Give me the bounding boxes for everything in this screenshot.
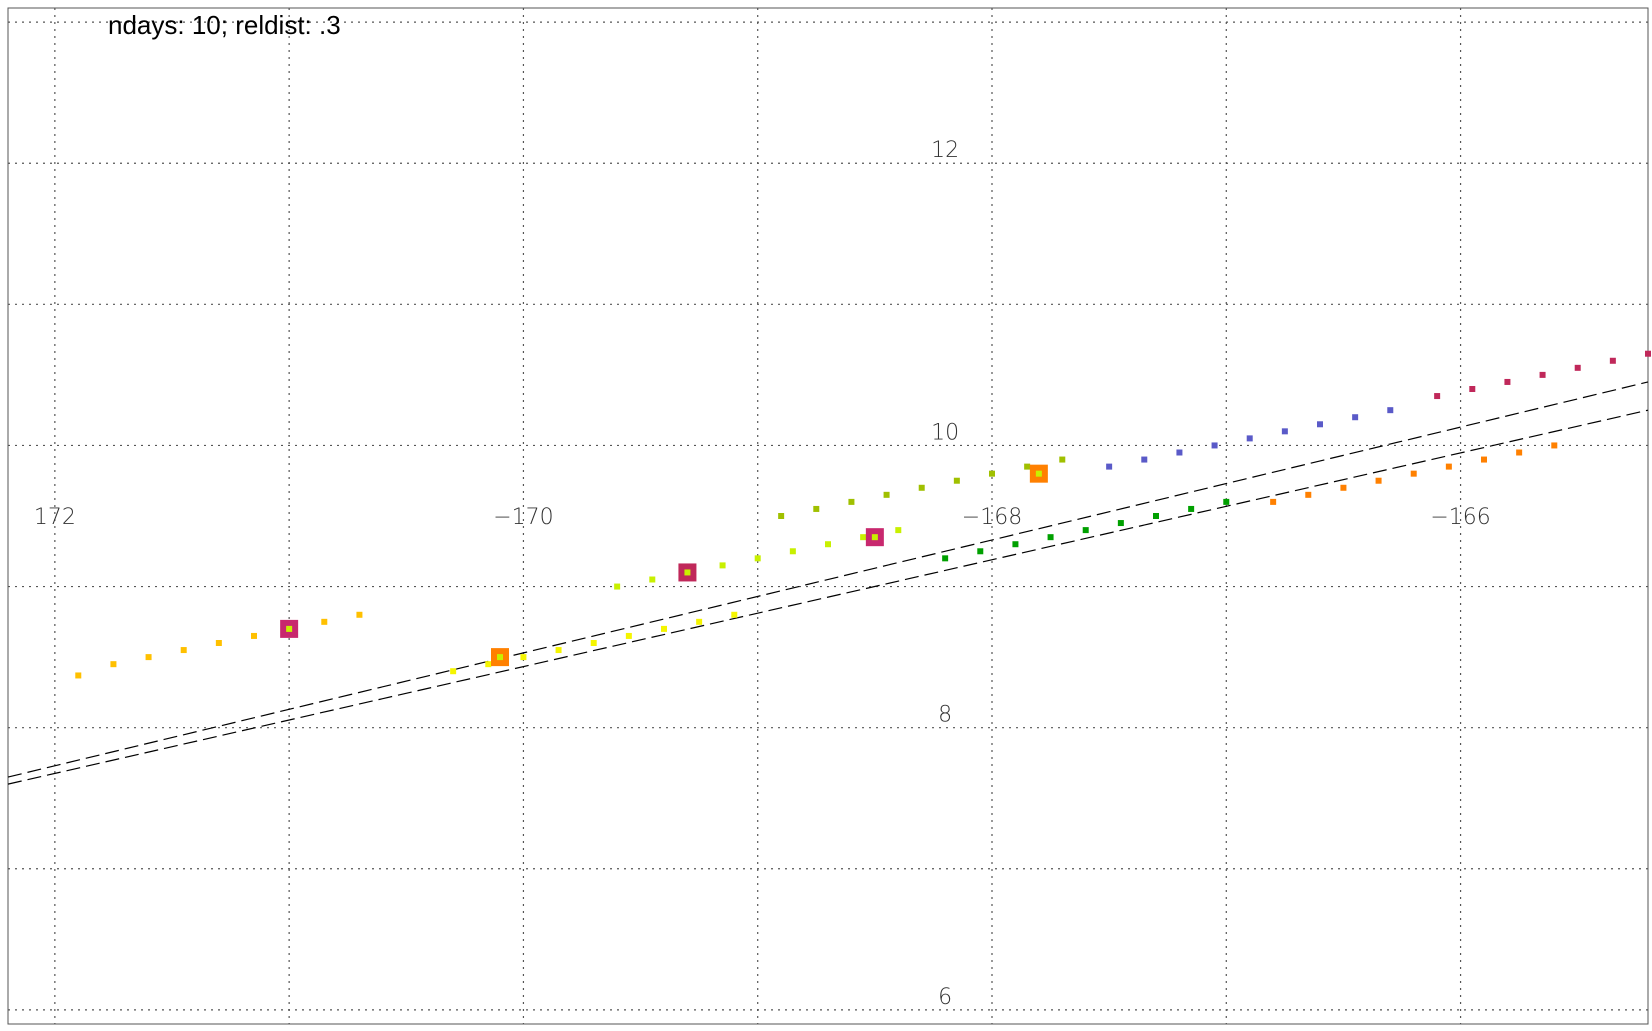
y-tick-label: 6 bbox=[938, 985, 952, 1010]
data-point bbox=[1481, 456, 1487, 463]
data-point bbox=[1012, 541, 1019, 548]
data-point bbox=[1574, 364, 1581, 371]
dashed-fit-lines bbox=[7, 381, 1649, 785]
data-point bbox=[1176, 449, 1183, 456]
data-point bbox=[977, 548, 984, 555]
data-point bbox=[696, 618, 703, 625]
y-tick-label: 10 bbox=[931, 420, 959, 445]
data-point bbox=[1539, 371, 1546, 378]
data-point bbox=[555, 647, 562, 654]
data-point bbox=[1188, 505, 1195, 512]
data-point bbox=[989, 470, 995, 477]
data-point bbox=[251, 632, 257, 639]
y-tick-label: 8 bbox=[938, 703, 952, 728]
x-tick-label: 172 bbox=[34, 505, 76, 530]
data-point bbox=[1281, 428, 1288, 435]
highlighted-point-core bbox=[684, 569, 691, 576]
data-point bbox=[1504, 378, 1511, 385]
data-point bbox=[1153, 513, 1159, 519]
data-point bbox=[1387, 407, 1394, 414]
data-point bbox=[1305, 491, 1312, 498]
data-point bbox=[1352, 414, 1359, 421]
data-point bbox=[1516, 449, 1523, 456]
data-points bbox=[75, 350, 1651, 679]
data-point bbox=[1106, 463, 1113, 470]
highlighted-point-core bbox=[1035, 470, 1042, 477]
tick-labels: 6 8 10 12 172 −170 −168 −166 bbox=[34, 138, 1491, 1010]
data-point bbox=[1375, 477, 1382, 484]
data-point bbox=[1434, 393, 1441, 400]
data-point bbox=[918, 484, 925, 491]
grid bbox=[8, 8, 1648, 1024]
data-point bbox=[649, 576, 656, 583]
data-point bbox=[754, 555, 761, 562]
data-point bbox=[1340, 484, 1347, 491]
data-point bbox=[356, 611, 363, 618]
chart-title: ndays: 10; reldist: .3 bbox=[108, 10, 341, 40]
dashed-fit-line bbox=[7, 381, 1649, 778]
data-point bbox=[1047, 534, 1054, 541]
data-point bbox=[942, 555, 949, 562]
dashed-fit-line bbox=[7, 409, 1649, 785]
data-point bbox=[661, 625, 667, 632]
data-point bbox=[1141, 456, 1148, 463]
data-point bbox=[1410, 470, 1417, 477]
y-tick-label: 12 bbox=[931, 138, 959, 163]
data-point bbox=[1270, 498, 1277, 505]
data-point bbox=[614, 583, 621, 590]
data-point bbox=[1317, 421, 1323, 428]
data-point bbox=[1246, 435, 1253, 442]
x-tick-label: −168 bbox=[962, 505, 1022, 530]
data-point bbox=[145, 654, 152, 661]
data-point bbox=[789, 548, 796, 555]
data-point bbox=[1059, 456, 1066, 463]
data-point bbox=[719, 562, 726, 569]
data-point bbox=[1223, 498, 1230, 505]
data-point bbox=[1645, 350, 1651, 357]
data-point bbox=[590, 640, 597, 646]
data-point bbox=[215, 640, 222, 646]
highlighted-point-core bbox=[497, 654, 503, 661]
data-point bbox=[1469, 386, 1476, 392]
data-point bbox=[825, 541, 831, 548]
data-point bbox=[848, 498, 855, 505]
data-point bbox=[180, 647, 187, 654]
data-point bbox=[813, 505, 820, 512]
data-point bbox=[1024, 463, 1031, 470]
data-point bbox=[1445, 463, 1452, 470]
data-point bbox=[75, 672, 82, 679]
data-point bbox=[1082, 527, 1089, 534]
data-point bbox=[1551, 442, 1558, 449]
data-point bbox=[895, 527, 902, 534]
highlighted-point-core bbox=[871, 534, 878, 541]
data-point bbox=[953, 477, 960, 484]
plot-frame bbox=[7, 7, 1649, 1025]
x-tick-label: −170 bbox=[493, 505, 553, 530]
data-point bbox=[450, 668, 457, 675]
x-tick-label: −166 bbox=[1430, 505, 1490, 530]
data-point bbox=[778, 513, 785, 519]
data-point bbox=[520, 654, 527, 661]
highlighted-point-core bbox=[286, 625, 293, 632]
data-point bbox=[731, 611, 738, 618]
data-point bbox=[860, 534, 867, 541]
data-point bbox=[1211, 442, 1218, 449]
data-point bbox=[883, 491, 890, 498]
data-point bbox=[625, 632, 632, 639]
data-point bbox=[321, 618, 328, 625]
data-point bbox=[1117, 520, 1124, 527]
data-point bbox=[485, 661, 492, 668]
data-point bbox=[110, 661, 117, 668]
data-point bbox=[1609, 357, 1616, 364]
